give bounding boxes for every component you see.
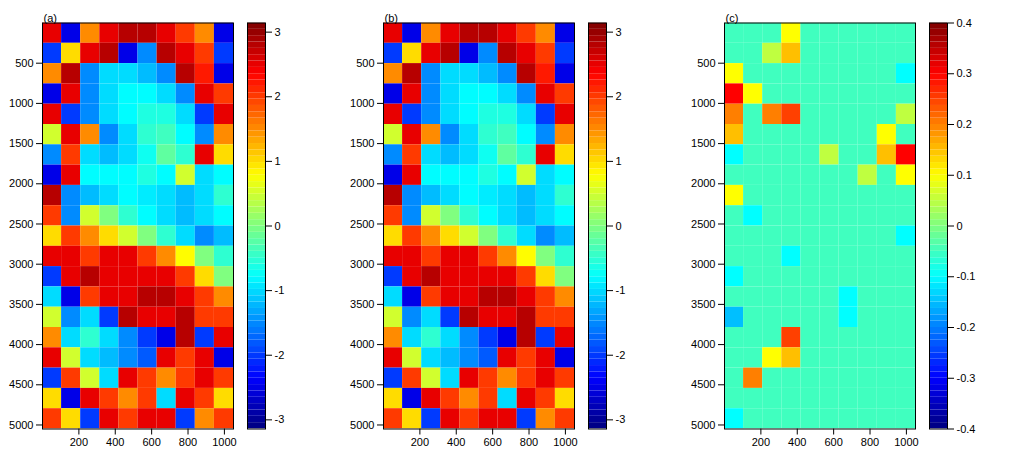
svg-text:2000: 2000 bbox=[691, 177, 715, 189]
svg-text:4500: 4500 bbox=[350, 378, 374, 390]
svg-text:4000: 4000 bbox=[691, 338, 715, 350]
svg-text:-3: -3 bbox=[616, 413, 626, 425]
svg-text:2: 2 bbox=[275, 90, 281, 102]
svg-text:0.2: 0.2 bbox=[957, 118, 972, 130]
svg-text:-0.3: -0.3 bbox=[957, 372, 976, 384]
svg-text:4500: 4500 bbox=[9, 378, 33, 390]
svg-text:3500: 3500 bbox=[691, 298, 715, 310]
svg-text:1000: 1000 bbox=[212, 436, 236, 448]
svg-text:1000: 1000 bbox=[894, 436, 918, 448]
svg-text:(a): (a) bbox=[44, 12, 57, 24]
svg-text:-1: -1 bbox=[275, 284, 285, 296]
svg-text:5000: 5000 bbox=[350, 419, 374, 431]
svg-text:4500: 4500 bbox=[691, 378, 715, 390]
svg-text:2500: 2500 bbox=[350, 218, 374, 230]
svg-text:800: 800 bbox=[179, 436, 197, 448]
svg-text:2: 2 bbox=[616, 90, 622, 102]
svg-text:600: 600 bbox=[142, 436, 160, 448]
svg-text:600: 600 bbox=[483, 436, 501, 448]
svg-text:3500: 3500 bbox=[9, 298, 33, 310]
svg-text:500: 500 bbox=[356, 57, 374, 69]
svg-text:-2: -2 bbox=[616, 349, 626, 361]
svg-text:3000: 3000 bbox=[9, 258, 33, 270]
svg-text:5000: 5000 bbox=[9, 419, 33, 431]
svg-text:-1: -1 bbox=[616, 284, 626, 296]
svg-text:1500: 1500 bbox=[350, 137, 374, 149]
svg-text:-2: -2 bbox=[275, 349, 285, 361]
svg-text:4000: 4000 bbox=[350, 338, 374, 350]
svg-text:2000: 2000 bbox=[350, 177, 374, 189]
svg-text:4000: 4000 bbox=[9, 338, 33, 350]
svg-text:-3: -3 bbox=[275, 413, 285, 425]
svg-text:500: 500 bbox=[697, 57, 715, 69]
svg-text:0.3: 0.3 bbox=[957, 67, 972, 79]
svg-text:1000: 1000 bbox=[553, 436, 577, 448]
svg-text:600: 600 bbox=[824, 436, 842, 448]
svg-text:0: 0 bbox=[275, 220, 281, 232]
svg-text:200: 200 bbox=[70, 436, 88, 448]
svg-text:1000: 1000 bbox=[350, 97, 374, 109]
svg-text:1500: 1500 bbox=[691, 137, 715, 149]
svg-text:(b): (b) bbox=[385, 12, 398, 24]
svg-text:800: 800 bbox=[861, 436, 879, 448]
svg-text:5000: 5000 bbox=[691, 419, 715, 431]
svg-text:-0.4: -0.4 bbox=[957, 423, 976, 435]
svg-text:1: 1 bbox=[275, 155, 281, 167]
svg-text:200: 200 bbox=[411, 436, 429, 448]
svg-text:800: 800 bbox=[520, 436, 538, 448]
svg-text:400: 400 bbox=[106, 436, 124, 448]
svg-text:3000: 3000 bbox=[691, 258, 715, 270]
svg-text:3500: 3500 bbox=[350, 298, 374, 310]
svg-text:3: 3 bbox=[275, 26, 281, 38]
svg-text:1000: 1000 bbox=[691, 97, 715, 109]
svg-text:3000: 3000 bbox=[350, 258, 374, 270]
svg-text:1500: 1500 bbox=[9, 137, 33, 149]
svg-text:1000: 1000 bbox=[9, 97, 33, 109]
svg-text:2500: 2500 bbox=[9, 218, 33, 230]
svg-text:2000: 2000 bbox=[9, 177, 33, 189]
svg-text:(c): (c) bbox=[726, 12, 739, 24]
svg-text:0.1: 0.1 bbox=[957, 169, 972, 181]
svg-text:3: 3 bbox=[616, 26, 622, 38]
svg-text:0: 0 bbox=[616, 220, 622, 232]
svg-text:400: 400 bbox=[447, 436, 465, 448]
svg-text:-0.2: -0.2 bbox=[957, 321, 976, 333]
svg-text:200: 200 bbox=[752, 436, 770, 448]
svg-text:-0.1: -0.1 bbox=[957, 270, 976, 282]
svg-text:400: 400 bbox=[788, 436, 806, 448]
svg-text:1: 1 bbox=[616, 155, 622, 167]
svg-text:500: 500 bbox=[15, 57, 33, 69]
svg-text:0.4: 0.4 bbox=[957, 17, 972, 29]
svg-text:0: 0 bbox=[957, 220, 963, 232]
svg-text:2500: 2500 bbox=[691, 218, 715, 230]
